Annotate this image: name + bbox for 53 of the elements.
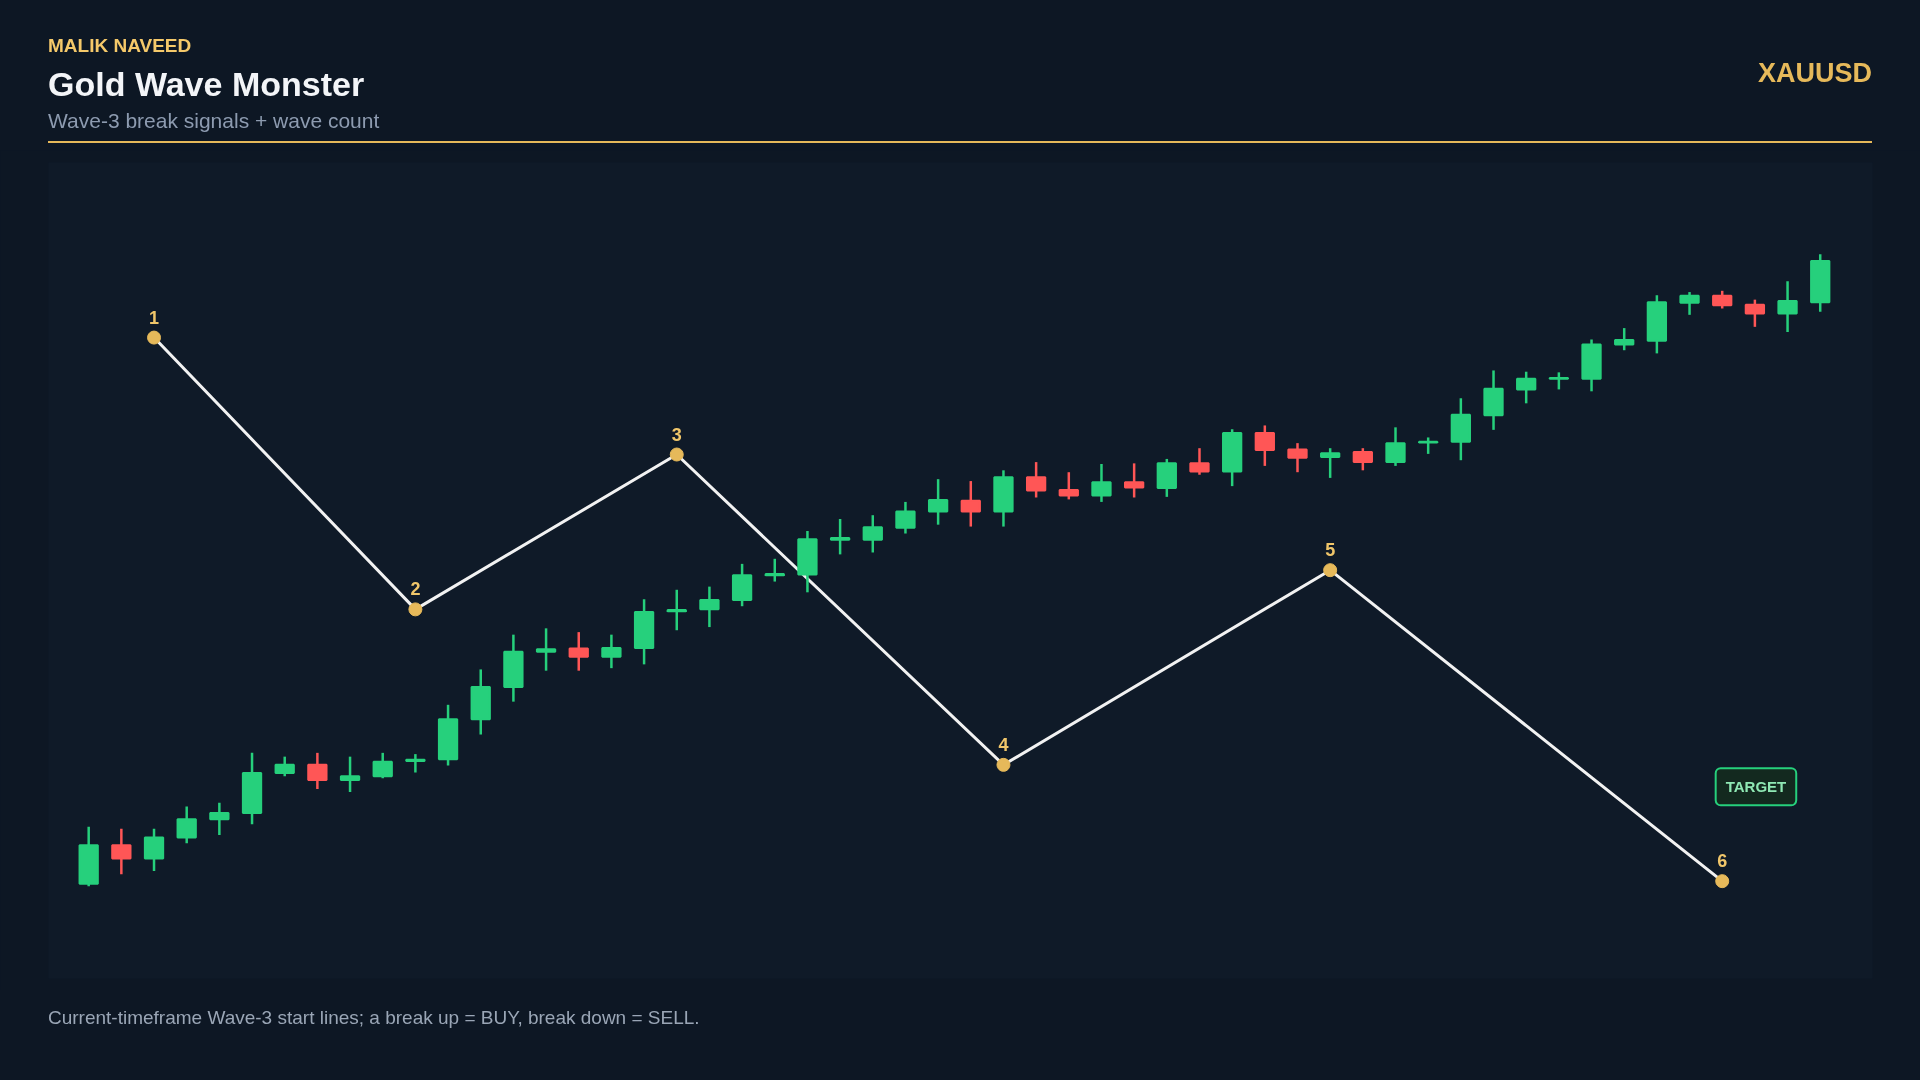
candlestick — [1744, 298, 1766, 329]
candlestick — [699, 585, 720, 629]
candlestick — [1254, 424, 1275, 468]
candlestick — [143, 827, 165, 873]
candlestick — [1777, 280, 1798, 334]
annotation: 6 — [1717, 851, 1728, 872]
candlestick — [1025, 460, 1047, 499]
candlestick — [568, 630, 589, 672]
text: MALIK NAVEED — [48, 34, 192, 58]
chart-title: Gold Wave Monster — [48, 64, 365, 105]
candlestick — [339, 755, 361, 794]
point — [1323, 563, 1338, 578]
candlestick — [535, 627, 557, 672]
candlestick — [1385, 426, 1406, 468]
candlestick — [405, 752, 426, 774]
annotation: 2 — [410, 579, 421, 600]
annotation: 4 — [998, 734, 1009, 755]
point — [147, 330, 162, 345]
candlestick — [1679, 290, 1700, 317]
candlestick — [895, 500, 916, 535]
point — [1715, 874, 1730, 889]
candlestick — [1189, 446, 1210, 476]
candlestick — [862, 513, 883, 554]
candlestick — [111, 827, 132, 876]
candlestick — [1091, 462, 1112, 504]
point — [996, 757, 1011, 772]
candlestick — [960, 479, 981, 528]
candlestick — [1516, 370, 1537, 405]
candlestick — [176, 805, 197, 845]
annotation: 1 — [149, 307, 160, 328]
text: XAUUSD — [1757, 57, 1872, 90]
candlestick — [307, 751, 328, 791]
candlestick — [1124, 462, 1145, 499]
candlestick — [209, 801, 230, 837]
candlestick — [1614, 326, 1635, 352]
candlestick — [601, 633, 622, 670]
candlestick — [829, 517, 851, 556]
annotation: 5 — [1325, 540, 1336, 561]
point — [669, 447, 684, 462]
candlestick — [274, 755, 295, 778]
annotation: 3 — [671, 424, 682, 445]
text: Current-timeframe Wave-3 start lines; a break up = BUY, break down = SELL. — [0, 990, 1920, 1080]
point — [408, 602, 423, 617]
candlestick — [372, 751, 393, 780]
candlestick — [666, 588, 687, 632]
candlestick — [764, 557, 785, 583]
annotation: TARGET — [1725, 778, 1787, 796]
candlestick — [1352, 446, 1373, 472]
candlestick — [1287, 441, 1308, 474]
candlestick — [927, 477, 949, 526]
chart-subtitle: Wave-3 break signals + wave count — [48, 108, 380, 134]
candlestick — [1320, 446, 1341, 480]
candlestick — [1058, 470, 1079, 501]
